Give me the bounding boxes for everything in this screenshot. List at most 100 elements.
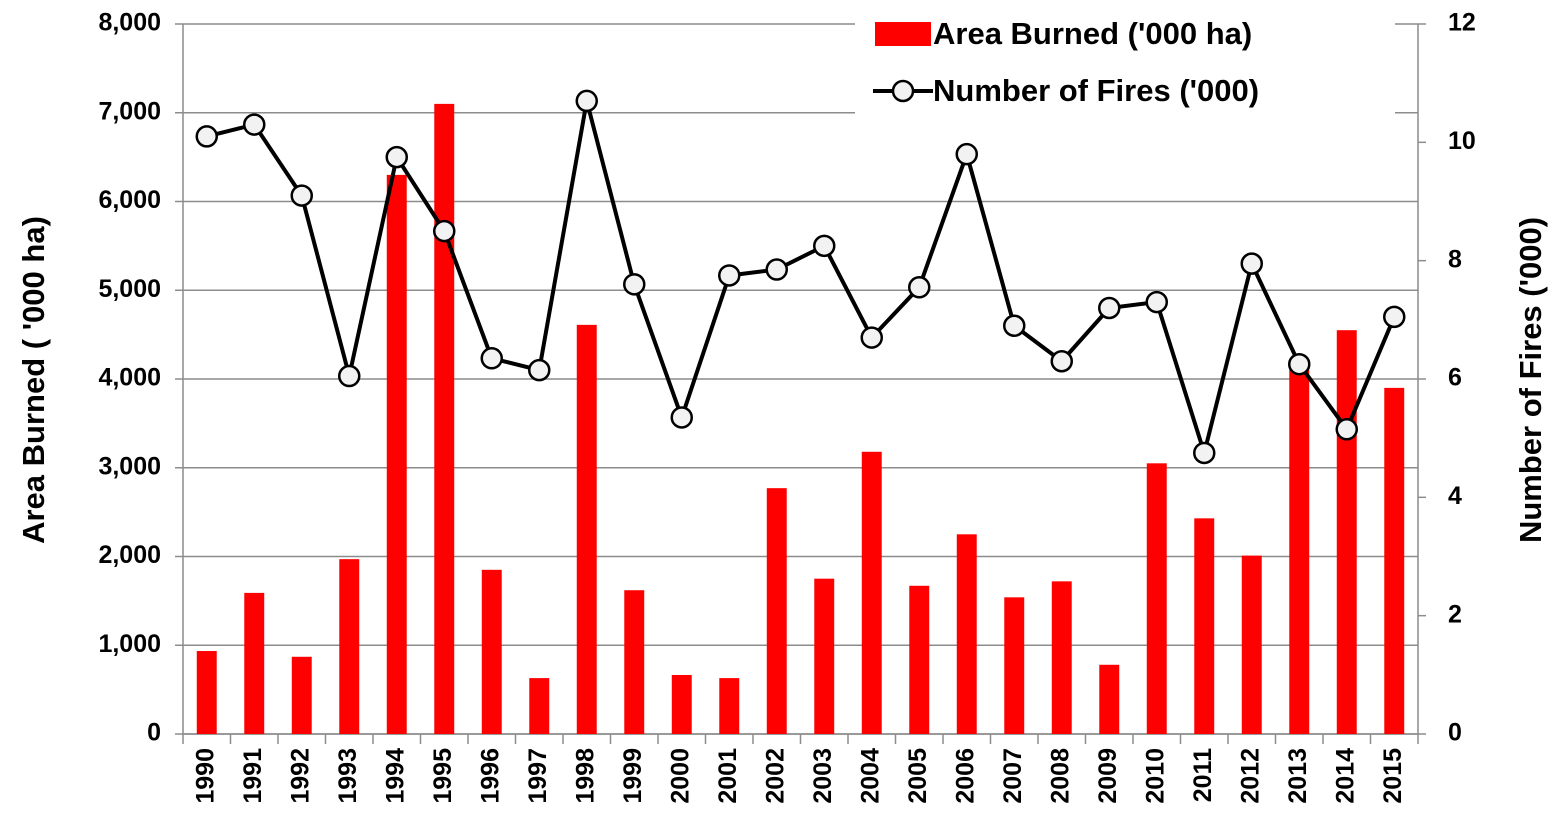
line-marker xyxy=(195,125,218,148)
y2-tick-label: 6 xyxy=(1448,364,1462,392)
line-marker xyxy=(290,184,313,207)
y-tick-label: 8,000 xyxy=(98,9,161,37)
line-marker xyxy=(480,347,503,370)
bar xyxy=(1336,330,1357,734)
bar xyxy=(956,534,977,734)
y-tick-label: 5,000 xyxy=(98,275,161,303)
bar xyxy=(1051,581,1072,734)
y-tick-label: 3,000 xyxy=(98,452,161,480)
bar xyxy=(1384,387,1405,734)
bar xyxy=(576,324,597,734)
x-tick-label: 1992 xyxy=(286,748,314,804)
x-tick-label: 2004 xyxy=(856,748,884,804)
x-tick-label: 2001 xyxy=(714,748,742,804)
bar xyxy=(291,656,312,734)
y-tick-label: 0 xyxy=(147,719,161,747)
y2-tick-label: 8 xyxy=(1448,245,1462,273)
bar xyxy=(1146,463,1167,734)
y2-tick-label: 0 xyxy=(1448,719,1462,747)
line-marker xyxy=(1240,252,1263,275)
x-tick-label: 1994 xyxy=(381,748,409,804)
y-tick-label: 2,000 xyxy=(98,541,161,569)
line-marker xyxy=(243,113,266,136)
line-marker xyxy=(1288,352,1311,376)
line-marker xyxy=(1050,350,1073,373)
bar xyxy=(1194,518,1215,734)
line-marker xyxy=(860,326,883,349)
y2-axis-title: Number of Fires ('000) xyxy=(1513,217,1548,543)
bar xyxy=(196,651,217,734)
y-tick-label: 6,000 xyxy=(98,186,161,214)
line-marker xyxy=(813,234,836,258)
x-tick-label: 2009 xyxy=(1094,748,1122,804)
bar xyxy=(434,103,455,734)
y2-tick-label: 2 xyxy=(1448,600,1462,628)
line-marker xyxy=(385,145,408,169)
x-tick-label: 2011 xyxy=(1189,748,1217,802)
line-marker xyxy=(670,406,693,429)
bar xyxy=(766,488,787,734)
line-marker xyxy=(1335,418,1358,441)
line xyxy=(206,100,1397,461)
x-tick-label: 2008 xyxy=(1046,748,1074,804)
bar xyxy=(671,674,692,734)
x-tick-label: 1995 xyxy=(429,748,457,804)
line-marker xyxy=(1193,441,1216,465)
line-marker xyxy=(1145,290,1168,314)
line-marker xyxy=(623,273,646,296)
x-tick-label: 2015 xyxy=(1379,748,1407,804)
legend-marker xyxy=(891,79,915,103)
x-tick-label: 1998 xyxy=(571,748,599,804)
legend-swatch xyxy=(875,22,931,46)
x-tick-label: 2003 xyxy=(809,748,837,804)
bar xyxy=(244,592,265,734)
y-tick-label: 4,000 xyxy=(98,364,161,392)
x-tick-label: 1990 xyxy=(191,748,219,804)
bar xyxy=(861,451,882,734)
x-tick-label: 2012 xyxy=(1236,748,1264,804)
bar xyxy=(814,578,835,734)
x-tick-label: 2007 xyxy=(999,748,1027,804)
x-tick-label: 1993 xyxy=(334,748,362,804)
bar xyxy=(529,678,550,734)
x-tick-label: 2006 xyxy=(951,748,979,804)
bar xyxy=(1004,597,1025,734)
y2-tick-label: 10 xyxy=(1448,127,1476,155)
y-tick-label: 7,000 xyxy=(98,97,161,125)
line-marker xyxy=(1383,305,1406,329)
grid xyxy=(183,23,1418,735)
bar xyxy=(1289,365,1310,734)
line-marker xyxy=(528,358,551,382)
bar xyxy=(481,569,502,734)
x-tick-label: 2010 xyxy=(1141,748,1169,804)
legend-label: Number of Fires ('000) xyxy=(933,73,1259,108)
x-tick-label: 1999 xyxy=(619,748,647,804)
bar xyxy=(909,585,930,734)
line-marker xyxy=(908,276,931,299)
x-tick-label: 2013 xyxy=(1284,748,1312,804)
x-tick-label: 2002 xyxy=(761,748,789,804)
x-tick-label: 1991 xyxy=(239,748,267,804)
y-axis-title: Area Burned ( '000 ha) xyxy=(16,216,51,544)
bar xyxy=(1241,555,1262,734)
bar xyxy=(386,174,407,734)
y-tick-label: 1,000 xyxy=(98,630,161,658)
x-tick-label: 2005 xyxy=(904,748,932,804)
y2-tick-label: 4 xyxy=(1448,482,1462,510)
x-tick-label: 1996 xyxy=(476,748,504,804)
bar xyxy=(1099,664,1120,734)
line-marker xyxy=(1003,314,1026,337)
line-marker xyxy=(433,219,456,243)
x-tick-label: 1997 xyxy=(524,748,552,804)
legend-label: Area Burned ('000 ha) xyxy=(933,16,1252,51)
x-tick-label: 2000 xyxy=(666,748,694,804)
line-marker xyxy=(338,364,361,388)
legend-background xyxy=(855,6,1395,116)
bar xyxy=(719,678,740,734)
bar xyxy=(624,590,645,734)
line-marker xyxy=(718,264,741,287)
line-marker xyxy=(765,258,788,281)
line-marker xyxy=(1098,296,1121,320)
x-tick-label: 2014 xyxy=(1331,748,1359,804)
